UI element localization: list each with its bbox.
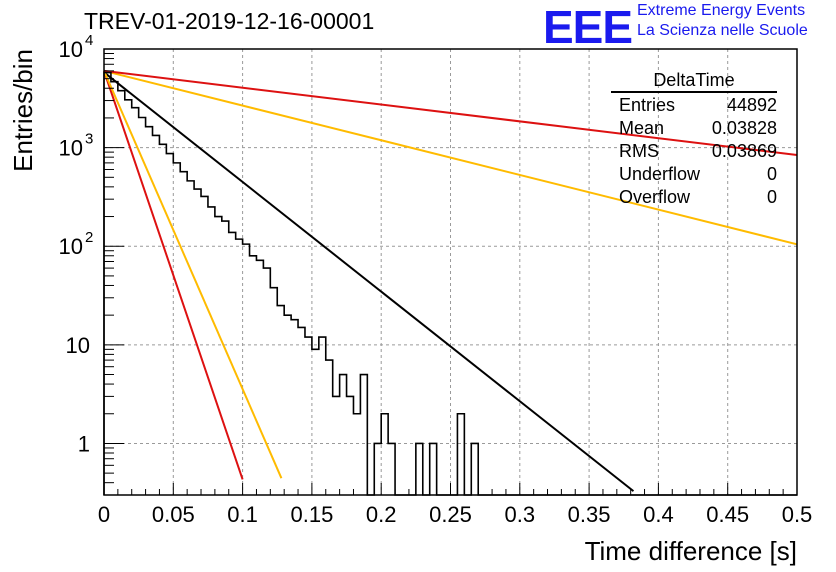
y-tick-exponent: 2 bbox=[85, 229, 93, 246]
x-tick-label: 0.1 bbox=[227, 502, 258, 527]
logo-line-1: Extreme Energy Events bbox=[637, 2, 806, 19]
curve-yellow-steep bbox=[103, 70, 283, 479]
curve-red-steep bbox=[103, 70, 244, 480]
x-tick-label: 0.35 bbox=[568, 502, 611, 527]
stats-box-title: DeltaTime bbox=[653, 70, 735, 90]
curve-fit bbox=[103, 71, 635, 492]
stats-row-overflow: Overflow 0 bbox=[611, 186, 777, 209]
x-tick-label: 0.2 bbox=[366, 502, 397, 527]
stats-value: 44892 bbox=[726, 95, 777, 115]
eee-logo: EEE bbox=[543, 1, 633, 53]
x-tick-label: 0.45 bbox=[706, 502, 749, 527]
y-tick-base: 10 bbox=[59, 234, 83, 259]
y-tick-label: 10 bbox=[59, 37, 83, 62]
chart-title: TREV-01-2019-12-16-00001 bbox=[84, 8, 375, 34]
y-tick-label: 10 bbox=[66, 333, 90, 358]
y-tick-base: 10 bbox=[59, 37, 83, 62]
stats-value: 0 bbox=[766, 187, 777, 207]
stats-label: Entries bbox=[619, 95, 676, 115]
stats-label: Overflow bbox=[619, 187, 691, 207]
x-axis-label: Time difference [s] bbox=[585, 536, 797, 566]
y-tick-base: 10 bbox=[59, 136, 83, 161]
stats-row-entries: Entries 44892 bbox=[611, 94, 777, 117]
y-axis-label: Entries/bin bbox=[8, 49, 38, 172]
stats-box-rule bbox=[611, 91, 777, 93]
fit-curves bbox=[103, 69, 798, 492]
stats-row-mean: Mean 0.03828 bbox=[611, 117, 777, 140]
x-tick-label: 0.05 bbox=[152, 502, 195, 527]
x-axis-ticks: 0 0.05 0.1 0.15 0.2 0.25 0.3 0.35 0.4 0.45 0.5 bbox=[98, 483, 812, 527]
x-tick-label: 0.15 bbox=[290, 502, 333, 527]
stats-label: Underflow bbox=[619, 164, 701, 184]
y-tick-base: 1 bbox=[78, 431, 90, 456]
stats-label: Mean bbox=[619, 118, 665, 138]
stats-row-rms: RMS 0.03869 bbox=[611, 140, 777, 163]
y-tick-label: 10 bbox=[59, 234, 83, 259]
y-tick-exponent: 3 bbox=[85, 131, 93, 148]
curve-red-shallow bbox=[103, 69, 798, 157]
x-tick-label: 0.3 bbox=[505, 502, 536, 527]
y-tick-label: 1 bbox=[78, 431, 90, 456]
curve-yellow-shallow bbox=[103, 69, 798, 246]
y-tick-base: 10 bbox=[66, 333, 90, 358]
stats-row-underflow: Underflow 0 bbox=[611, 163, 777, 186]
y-tick-exponent: 4 bbox=[85, 32, 93, 49]
logo-line-2: La Scienza nelle Scuole bbox=[637, 22, 808, 39]
x-tick-label: 0.4 bbox=[643, 502, 674, 527]
stats-box: DeltaTime Entries 44892 Mean 0.03828 RMS… bbox=[611, 70, 777, 209]
x-tick-label: 0.25 bbox=[429, 502, 472, 527]
x-tick-label: 0 bbox=[98, 502, 110, 527]
y-tick-label: 10 bbox=[59, 136, 83, 161]
grid-lines bbox=[104, 49, 797, 495]
stats-value: 0 bbox=[766, 164, 777, 184]
stats-label: RMS bbox=[619, 141, 659, 161]
x-tick-label: 0.5 bbox=[782, 502, 813, 527]
stats-value: 0.03869 bbox=[711, 141, 777, 161]
stats-value: 0.03828 bbox=[711, 118, 777, 138]
